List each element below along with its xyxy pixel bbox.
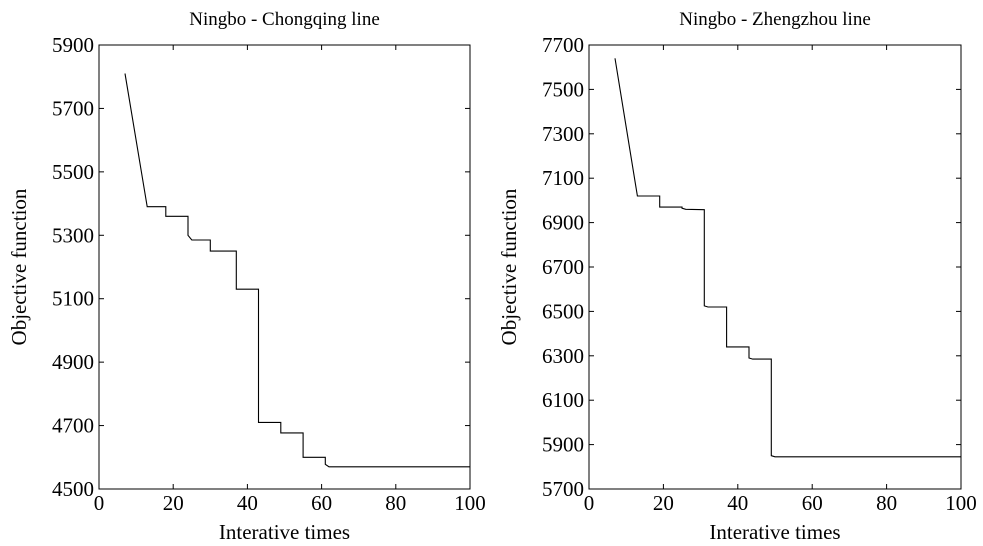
x-axis-label: Interative times (709, 520, 840, 544)
y-tick-label: 5900 (542, 433, 584, 457)
chart-title: Ningbo - Zhengzhou line (679, 9, 871, 30)
x-tick-label: 20 (653, 491, 674, 515)
x-tick-label: 100 (454, 491, 486, 515)
y-tick-label: 7100 (542, 166, 584, 190)
x-tick-label: 60 (802, 491, 823, 515)
x-tick-label: 80 (385, 491, 406, 515)
plot-frame (588, 44, 962, 490)
x-tick-label: 60 (311, 491, 332, 515)
y-tick-label: 5300 (52, 223, 94, 247)
x-axis-label: Interative times (219, 520, 350, 544)
y-tick-label: 6300 (542, 344, 584, 368)
series-line-1 (614, 58, 961, 458)
x-tick-label: 20 (163, 491, 184, 515)
chart-title: Ningbo - Chongqing line (189, 9, 380, 30)
series-line-1 (124, 73, 470, 468)
y-tick-label: 6700 (542, 255, 584, 279)
y-axis-label: Objective function (497, 188, 521, 345)
y-tick-label: 5900 (52, 33, 94, 57)
y-tick-label: 5500 (52, 160, 94, 184)
y-tick-label: 5700 (52, 96, 94, 120)
y-tick-label: 7300 (542, 122, 584, 146)
x-tick-label: 0 (94, 491, 105, 515)
chart-panel-1: 0 20 40 60 80 100 4500 4700 4900 5100 5300 5500 5700… (7, 9, 486, 544)
y-tick-label: 7500 (542, 77, 584, 101)
chart-panel-2: 0 20 40 60 80 100 5700 5900 6100 6300 6500 6700 6900… (497, 9, 977, 544)
y-tick-label: 4700 (52, 414, 94, 438)
y-tick-label: 6100 (542, 388, 584, 412)
x-tick-label: 40 (727, 491, 748, 515)
y-axis-label: Objective function (7, 188, 31, 345)
y-tick-label: 5700 (542, 477, 584, 501)
x-tick-label: 100 (945, 491, 977, 515)
x-tick-label: 40 (237, 491, 258, 515)
x-tick-label: 80 (876, 491, 897, 515)
y-tick-label: 7700 (542, 33, 584, 57)
y-tick-label: 4500 (52, 477, 94, 501)
x-tick-label: 0 (584, 491, 595, 515)
y-tick-label: 6900 (542, 211, 584, 235)
y-tick-label: 5100 (52, 287, 94, 311)
y-tick-label: 6500 (542, 299, 584, 323)
y-tick-label: 4900 (52, 350, 94, 374)
plot-frame (98, 44, 471, 490)
